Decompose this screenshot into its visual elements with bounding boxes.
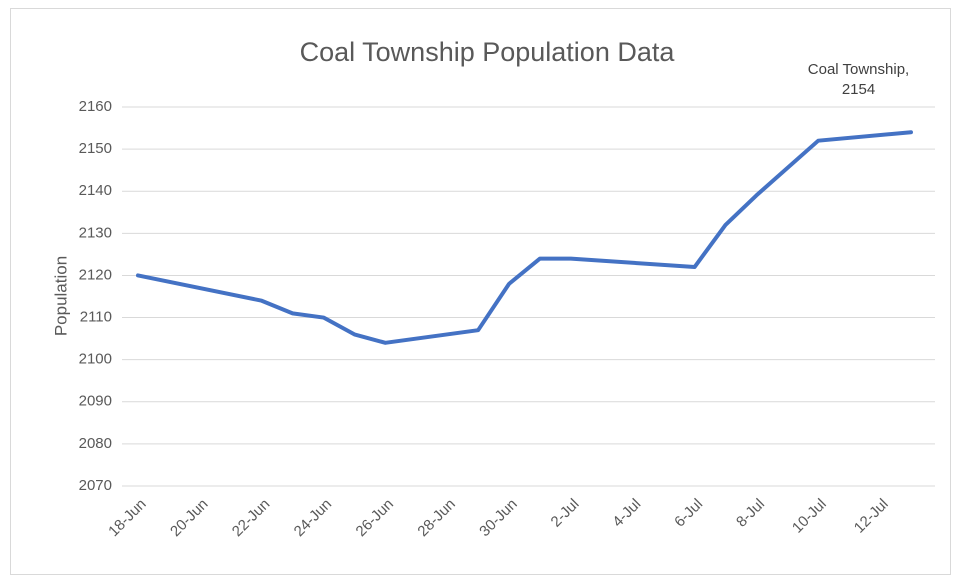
y-tick-label: 2140 (79, 182, 112, 199)
y-tick-label: 2160 (79, 98, 112, 115)
chart-title: Coal Township Population Data (300, 37, 676, 67)
chart-frame (10, 8, 951, 575)
y-tick-label: 2070 (79, 477, 112, 494)
data-label-box: Coal Township, 2154 (807, 61, 910, 99)
y-tick-label: 2100 (79, 351, 112, 368)
y-tick-label: 2080 (79, 435, 112, 452)
y-tick-label: 2150 (79, 140, 112, 157)
data-label: Coal Township, 2154 (807, 61, 910, 99)
y-tick-label: 2130 (79, 224, 112, 241)
line-series (136, 130, 913, 345)
y-axis-title: Population (51, 256, 70, 336)
y-tick-label: 2110 (80, 309, 112, 326)
y-tick-label: 2120 (79, 266, 112, 283)
y-tick-label: 2090 (79, 393, 112, 410)
